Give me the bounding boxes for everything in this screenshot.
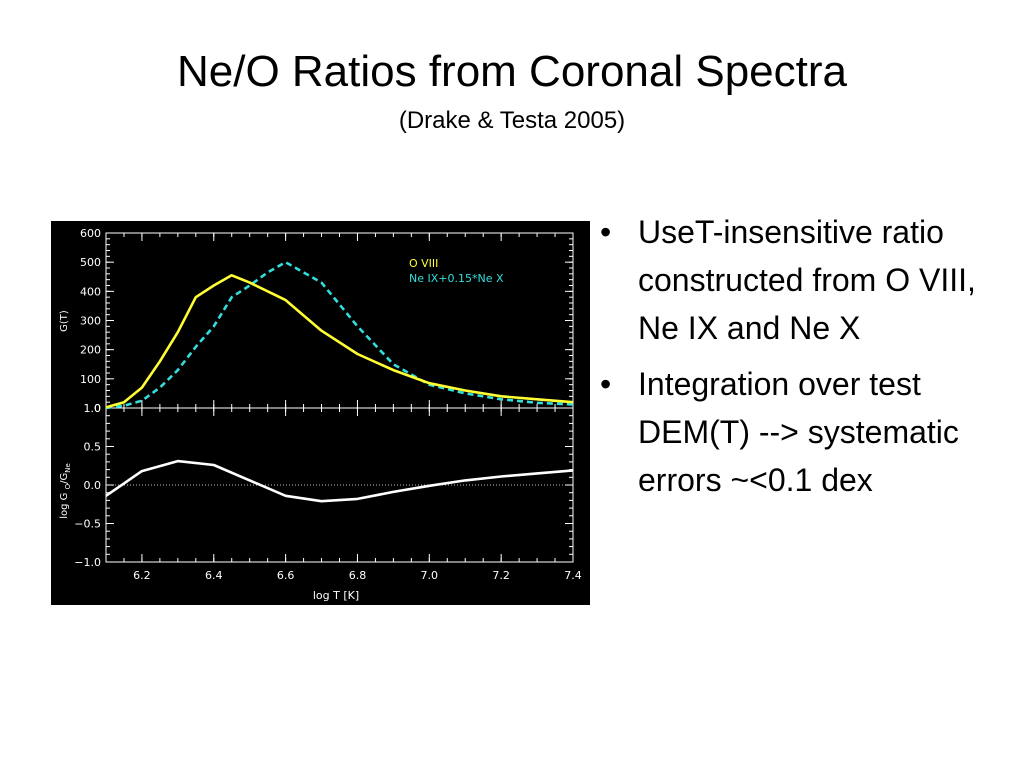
bullet-item: • Integration over test DEM(T) --> system… [600,360,1010,504]
x-tick-label: 7.4 [564,569,582,582]
top-y-axis-label: G(T) [59,310,70,332]
figure-panel: 0 100 200 300 400 500 600 −1.0 −0.5 0.0 0.5 1.0 6.2 6… [51,221,590,605]
x-tick-label: 6.6 [277,569,295,582]
series-line-o-viii [105,274,574,409]
top-y-tick-label: 200 [80,344,101,357]
bottom-y-tick-label: 0.0 [84,479,102,492]
top-plot-frame [105,232,574,409]
x-tick-label: 7.2 [492,569,510,582]
top-y-tick-label: 0 [94,402,101,415]
bottom-y-axis-label: log G O/GNe [59,463,72,519]
top-y-tick-label: 100 [80,373,101,386]
bottom-y-tick-label: 1.0 [84,402,102,415]
bottom-y-tick-label: −0.5 [74,518,101,531]
slide-title: Ne/O Ratios from Coronal Spectra [176,47,848,96]
top-y-tick-label: 500 [80,256,101,269]
bullet-dot-icon: • [600,366,612,402]
bullet-item: • UseT-insensitive ratio constructed from… [600,208,1010,352]
x-tick-label: 6.4 [205,569,223,582]
x-axis-label: log T [K] [313,589,359,602]
bottom-y-tick-label: 0.5 [84,441,102,454]
bullet-list: • UseT-insensitive ratio constructed from… [600,208,1010,512]
series-line-ratio [105,459,574,503]
bullet-text: Integration over test DEM(T) --> systema… [638,366,959,498]
ratio-chart: 0 100 200 300 400 500 600 −1.0 −0.5 0.0 0.5 1.0 6.2 6… [59,227,582,602]
top-y-tick-label: 400 [80,285,101,298]
legend-entry-o-viii: O VIII [409,257,438,270]
x-tick-label: 6.2 [133,569,151,582]
x-tick-label: 7.0 [421,569,439,582]
top-y-tick-label: 600 [80,227,101,240]
bottom-y-tick-label: −1.0 [74,556,101,569]
legend-entry-ne-ix-ne-x: Ne IX+0.15*Ne X [409,272,504,285]
x-tick-label: 6.8 [349,569,367,582]
top-y-tick-label: 300 [80,315,101,328]
slide-subtitle: (Drake & Testa 2005) [398,107,626,134]
bullet-dot-icon: • [600,214,612,250]
bullet-text: UseT-insensitive ratio constructed from … [638,214,976,346]
